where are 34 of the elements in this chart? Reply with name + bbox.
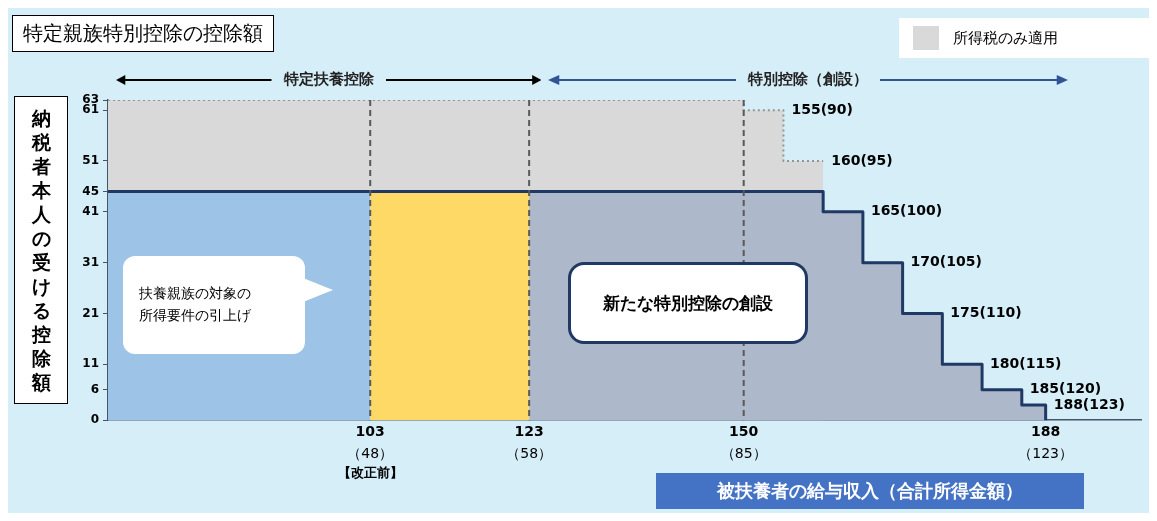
y-tick-label: 41 (82, 203, 99, 218)
y-tick-label: 0 (90, 412, 99, 427)
annotation: 扶養親族の対象の所得要件の引上げ (139, 284, 252, 325)
annotation: 155(90) (791, 100, 853, 117)
text: （123） (1018, 444, 1074, 461)
y-tick-label: 11 (82, 356, 99, 371)
annotation: 185(120) (1029, 380, 1102, 397)
y-tick-label: 45 (82, 183, 99, 198)
text: 特定扶養控除 (283, 70, 374, 89)
text: 納税者本人の受ける控除額 (31, 107, 51, 393)
y-tick-label: 51 (82, 153, 99, 168)
y-tick-label: 6 (90, 381, 99, 396)
text: （58） (506, 444, 553, 461)
annotation: 160(95) (831, 151, 893, 168)
annotation: 165(100) (870, 202, 943, 219)
y-tick-label: 31 (82, 254, 99, 269)
x-axis-title: 被扶養者の給与収入（合計所得金額） (656, 473, 1084, 509)
chart-title: 特定親族特別控除の控除額 (12, 15, 274, 52)
annotation: 188(123) (1053, 395, 1125, 412)
x-tick-label: 150 (729, 423, 759, 440)
text: 【改正前】 (337, 464, 403, 480)
text: 特別控除（創設） (748, 70, 868, 89)
text: （85） (720, 444, 767, 461)
x-tick-label: 123 (514, 423, 544, 440)
callout-box: 新たな特別控除の創設 (568, 262, 808, 344)
x-tick-label: 103 (355, 423, 385, 440)
annotation: 175(110) (950, 304, 1022, 321)
y-tick-label: 21 (82, 305, 99, 320)
y-tick-label: 61 (82, 102, 99, 117)
text: （48） (347, 444, 394, 461)
annotation: 180(115) (990, 354, 1062, 371)
annotation: 170(105) (910, 253, 982, 270)
x-tick-label: 188 (1031, 423, 1061, 440)
legend-label: 所得税のみ適用 (953, 28, 1058, 48)
